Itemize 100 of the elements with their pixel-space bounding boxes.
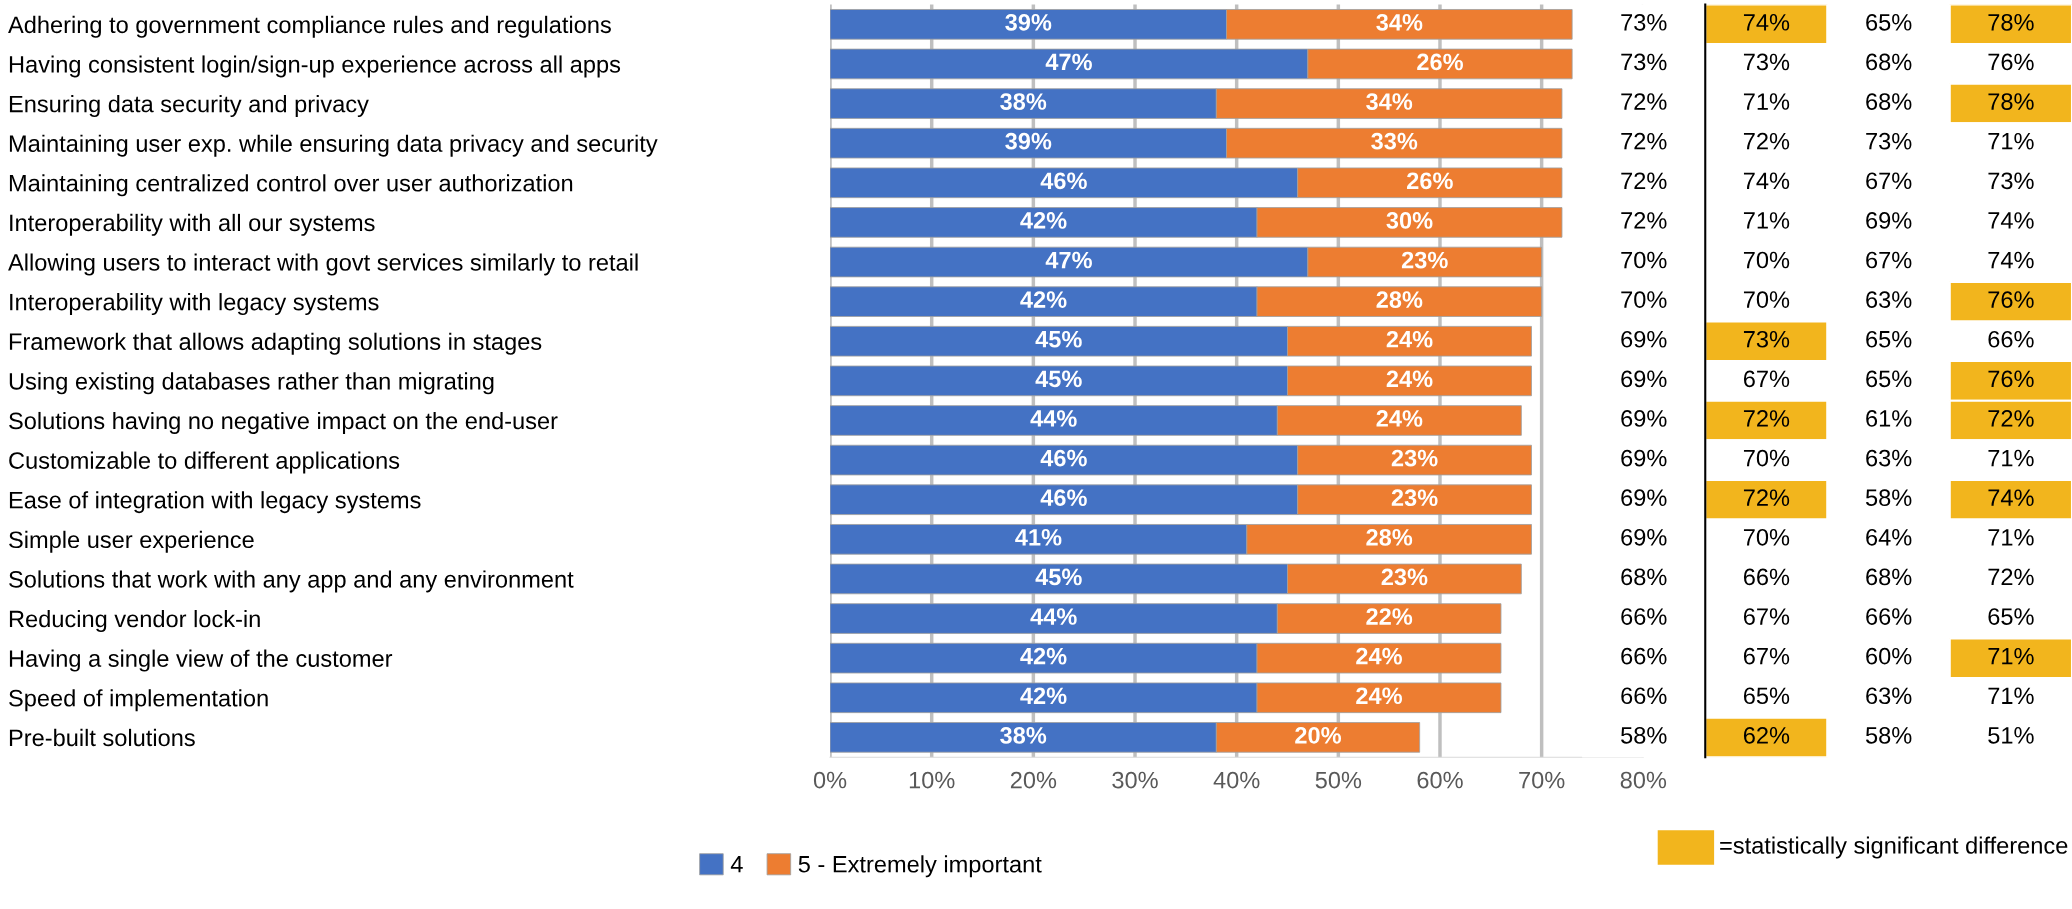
data-label: 45% <box>1035 330 1082 348</box>
data-label: 69% <box>1621 330 1667 348</box>
data-label: 23% <box>1391 489 1438 507</box>
data-label: 58% <box>1865 489 1912 507</box>
data-label: 78% <box>1988 13 2034 31</box>
data-label: 23% <box>1381 568 1428 586</box>
data-label: 67% <box>1866 251 1912 269</box>
data-label: 74% <box>1988 251 2034 269</box>
data-label: 70% <box>1743 528 1790 546</box>
data-label: 22% <box>1366 608 1413 625</box>
data-label: 42% <box>1020 212 1067 229</box>
data-label: 47% <box>1045 53 1092 71</box>
data-label: 68% <box>1866 568 1912 586</box>
x-tick-label: 30% <box>1112 771 1158 789</box>
y-tick-label: Adhering to government compliance rules and regulations <box>8 15 611 38</box>
data-label: 46% <box>1040 172 1087 190</box>
data-label: 74% <box>1988 212 2034 229</box>
data-label: 24% <box>1356 647 1402 665</box>
data-label: 69% <box>1866 212 1912 229</box>
data-label: 69% <box>1621 528 1667 546</box>
data-label: 34% <box>1376 13 1423 31</box>
data-label: 72% <box>1621 93 1667 110</box>
data-label: 41% <box>1015 529 1062 546</box>
data-label: 71% <box>1988 687 2034 705</box>
data-label: 70% <box>1743 291 1790 308</box>
legend-label: 5 - Extremely important <box>798 855 1042 878</box>
data-label: 66% <box>1866 608 1912 625</box>
data-label: 71% <box>1988 449 2034 467</box>
y-tick-label: Interoperability with all our systems <box>10 213 375 236</box>
data-label: 45% <box>1035 370 1082 388</box>
data-label: 24% <box>1386 330 1433 348</box>
data-label: 72% <box>1743 489 1790 506</box>
data-label: 65% <box>1743 687 1790 705</box>
data-label: 26% <box>1407 172 1453 190</box>
data-label: 30% <box>1386 212 1433 229</box>
data-label: 70% <box>1621 291 1667 308</box>
data-label: 58% <box>1865 727 1912 744</box>
data-label: 69% <box>1621 489 1667 507</box>
data-label: 44% <box>1030 608 1077 625</box>
data-label: 24% <box>1356 687 1402 705</box>
data-label: 62% <box>1743 727 1790 744</box>
data-label: 72% <box>1988 568 2034 586</box>
data-label: 65% <box>1988 608 2034 625</box>
data-label: 61% <box>1866 410 1912 427</box>
data-label: 72% <box>1621 172 1667 190</box>
x-tick-label: 80% <box>1620 771 1667 789</box>
data-label: 45% <box>1035 568 1082 586</box>
data-label: 66% <box>1621 687 1667 705</box>
data-label: 67% <box>1743 370 1790 388</box>
data-label: 44% <box>1030 410 1077 427</box>
data-label: 28% <box>1376 291 1423 308</box>
data-label: 73% <box>1743 330 1790 348</box>
data-label: 72% <box>1743 410 1790 427</box>
data-label: 66% <box>1621 647 1667 665</box>
data-label: 69% <box>1621 449 1667 467</box>
data-label: 71% <box>1743 93 1790 110</box>
data-label: 67% <box>1866 172 1912 190</box>
data-label: 76% <box>1988 53 2034 71</box>
data-label: 70% <box>1743 251 1790 269</box>
x-tick-label: 0% <box>813 771 847 789</box>
data-label: 33% <box>1371 132 1418 150</box>
data-label: 58% <box>1621 727 1667 744</box>
data-label: 71% <box>1743 212 1790 229</box>
data-label: 70% <box>1743 449 1790 467</box>
y-tick-label: Allowing users to interact with govt services similarly to retail <box>8 253 638 276</box>
y-tick-label: Maintaining centralized control over user authorization <box>9 174 573 197</box>
data-label: 42% <box>1020 687 1067 705</box>
data-label: 46% <box>1040 489 1087 507</box>
data-label: 68% <box>1621 568 1667 586</box>
y-tick-label: Speed of implementation <box>9 689 268 712</box>
data-label: 47% <box>1045 251 1092 269</box>
data-label: 72% <box>1621 132 1667 150</box>
y-tick-label: Reducing vendor lock-in <box>9 610 260 633</box>
data-label: 63% <box>1866 291 1912 308</box>
data-label: 72% <box>1988 410 2034 427</box>
y-tick-label: Maintaining user exp. while ensuring data privacy and security <box>9 134 658 157</box>
data-label: 68% <box>1866 93 1912 110</box>
x-tick-label: 60% <box>1417 771 1463 789</box>
data-label: 28% <box>1366 528 1413 546</box>
data-label: 65% <box>1866 370 1912 388</box>
data-label: 66% <box>1621 608 1667 625</box>
data-label: 74% <box>1988 489 2034 506</box>
data-label: 67% <box>1743 647 1790 665</box>
y-tick-label: Solutions having no negative impact on the end-user <box>9 411 558 434</box>
data-label: 66% <box>1988 330 2034 348</box>
data-label: 38% <box>1000 727 1047 744</box>
data-label: 73% <box>1621 53 1667 71</box>
x-tick-label: 20% <box>1010 771 1057 789</box>
data-label: 39% <box>1005 132 1052 150</box>
data-label: 20% <box>1295 727 1342 744</box>
data-label: 23% <box>1391 449 1438 467</box>
x-tick-label: 50% <box>1315 771 1362 789</box>
data-label: 51% <box>1988 727 2034 744</box>
data-label: 71% <box>1988 647 2034 665</box>
legend-label: 4 <box>730 856 743 873</box>
data-label: 73% <box>1743 53 1790 71</box>
data-label: 71% <box>1988 529 2034 546</box>
data-label: 24% <box>1376 410 1423 427</box>
data-label: 74% <box>1743 172 1790 190</box>
data-label: 72% <box>1743 132 1790 150</box>
